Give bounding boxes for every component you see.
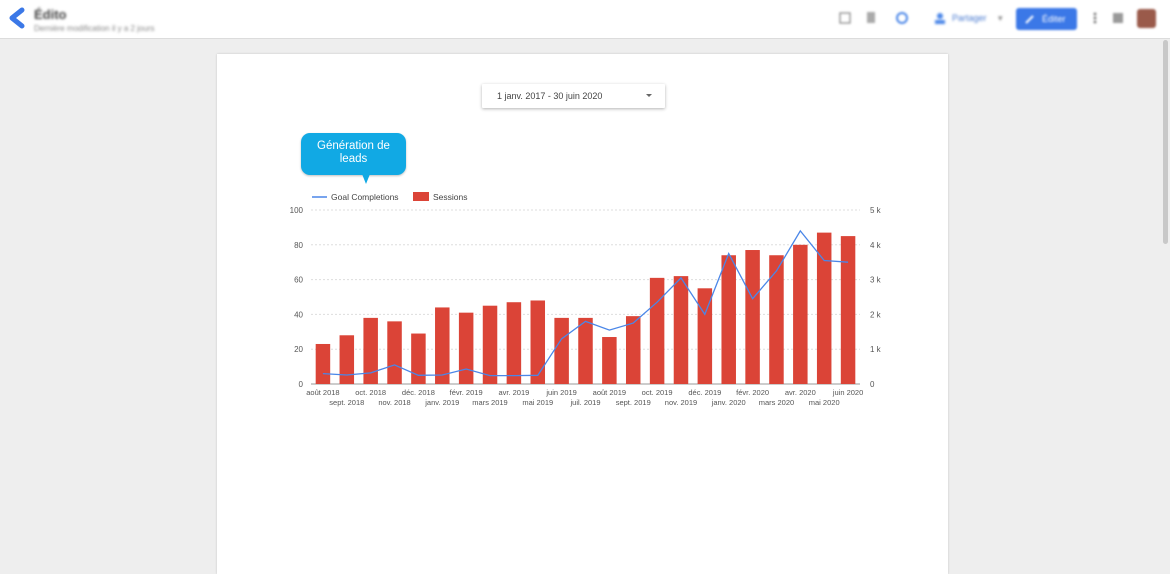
sessions-bar [697,288,713,384]
copy-icon[interactable] [864,11,878,25]
legend-bar-swatch [413,192,429,201]
sessions-bar [625,316,641,384]
share-label: Partager [952,13,987,23]
x-axis-tick-label: sept. 2018 [329,398,364,407]
x-axis-tick-label: mai 2020 [809,398,840,407]
x-axis-tick-label: avr. 2019 [498,388,529,397]
x-axis-tick-label: nov. 2019 [665,398,697,407]
right-axis-tick-label: 0 [870,380,875,389]
x-axis-tick-label: mai 2019 [522,398,553,407]
goal-completions-line [322,229,849,377]
sessions-bar [435,307,450,384]
report-canvas: 1 janv. 2017 - 30 juin 2020 Génération d… [217,54,948,574]
x-axis-tick-label: févr. 2020 [736,388,769,397]
sessions-bar [458,312,474,384]
refresh-icon[interactable] [895,11,909,25]
callout-bubble: Génération de leads [301,133,406,184]
sessions-bar [745,250,760,384]
left-axis-tick-label: 100 [290,206,304,215]
report-title[interactable]: Édito [34,7,67,22]
x-axis-tick-label: nov. 2018 [378,398,410,407]
x-axis-tick-label: mars 2019 [472,398,507,407]
sessions-bar [482,305,498,384]
sessions-bar [530,300,546,384]
pencil-icon [1025,15,1034,24]
right-axis-tick-label: 4 k [870,241,882,250]
legend-label-goal-completions: Goal Completions [331,192,399,202]
x-axis-tick-label: juin 2019 [545,388,576,397]
right-axis-tick-label: 2 k [870,310,882,319]
legend-label-sessions: Sessions [433,192,468,202]
left-axis-tick-label: 60 [294,276,303,285]
sessions-bar [673,276,689,384]
x-axis-tick-label: mars 2020 [759,398,794,407]
sessions-bar [602,337,617,384]
left-axis-tick-label: 80 [294,241,303,250]
sessions-bar [816,232,832,384]
date-range-label: 1 janv. 2017 - 30 juin 2020 [497,91,603,101]
right-axis-tick-label: 1 k [870,345,882,354]
sessions-bar [387,321,402,384]
share-button[interactable]: Partager ▾ [928,9,1008,29]
top-toolbar: Édito Dernière modification il y a 2 jou… [0,0,1170,39]
sessions-bar [793,244,808,384]
x-axis-tick-label: oct. 2018 [355,388,386,397]
left-axis-tick-label: 20 [294,345,303,354]
app-logo-icon[interactable] [6,6,28,30]
date-range-selector[interactable]: 1 janv. 2017 - 30 juin 2020 [482,84,665,108]
sessions-bar [339,335,355,384]
sessions-bar [578,317,593,384]
dropdown-arrow-icon [646,94,652,97]
sessions-bar [315,343,331,384]
last-modified-text: Dernière modification il y a 2 jours [34,24,155,33]
sessions-bar [363,317,378,384]
edit-button[interactable]: Éditer [1016,8,1077,30]
left-axis-tick-label: 0 [299,380,304,389]
callout-line-1: Génération de [317,140,390,152]
x-axis-tick-label: janv. 2019 [424,398,459,407]
user-avatar[interactable] [1137,9,1156,28]
help-icon[interactable] [838,11,852,25]
add-person-icon [935,13,945,24]
x-axis-tick-label: juin 2020 [832,388,863,397]
edit-label: Éditer [1042,14,1066,24]
sessions-bar [411,333,426,384]
scrollbar-thumb[interactable] [1163,40,1168,244]
more-options-icon[interactable] [1088,11,1102,25]
x-axis-tick-label: déc. 2019 [688,388,721,397]
right-axis-tick-label: 3 k [870,276,882,285]
right-axis-tick-label: 5 k [870,206,882,215]
callout-tail [362,174,370,184]
sessions-bar [769,255,784,384]
x-axis-tick-label: janv. 2020 [711,398,746,407]
x-axis-tick-label: févr. 2019 [450,388,483,397]
x-axis-tick-label: avr. 2020 [785,388,816,397]
sessions-bar [506,302,522,384]
share-dropdown-icon[interactable]: ▾ [998,13,1003,23]
callout-line-2: leads [339,153,368,165]
left-axis-tick-label: 40 [294,310,303,319]
x-axis-tick-label: déc. 2018 [402,388,435,397]
apps-grid-icon[interactable] [1111,11,1125,25]
sessions-bar [840,236,856,384]
x-axis-tick-label: août 2019 [593,388,626,397]
report-title-block: Édito Dernière modification il y a 2 jou… [34,7,155,33]
x-axis-tick-label: août 2018 [306,388,339,397]
sessions-bar [721,255,736,384]
x-axis-tick-label: sept. 2019 [616,398,651,407]
sessions-bar [554,317,569,384]
x-axis-tick-label: juil. 2019 [569,398,600,407]
sessions-bar [649,277,665,384]
x-axis-tick-label: oct. 2019 [642,388,673,397]
